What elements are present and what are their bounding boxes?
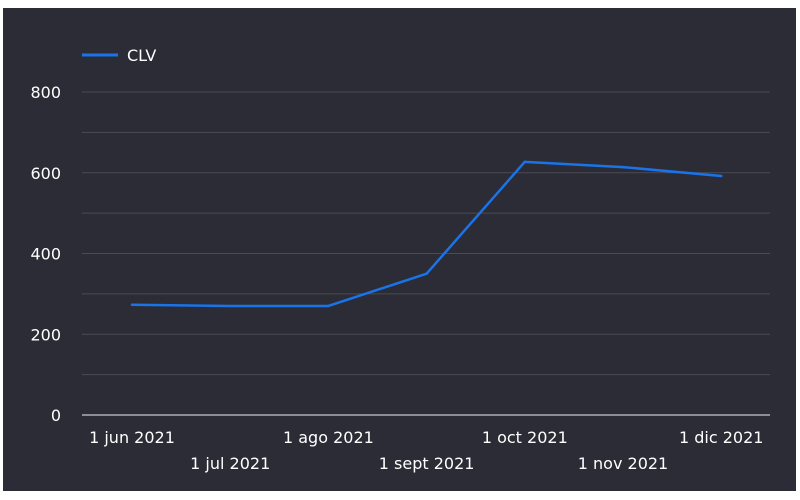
y-tick-label-400: 400 [30,245,61,264]
series [130,160,723,308]
x-tick-label-5: 1 nov 2021 [578,454,668,473]
data-point-3[interactable] [425,272,428,275]
x-tick-label-2: 1 ago 2021 [283,428,374,447]
legend-label-clv: CLV [127,46,156,65]
data-point-0[interactable] [130,303,134,306]
x-tick-label-0: 1 jun 2021 [89,428,175,447]
y-tick-label-200: 200 [30,325,61,344]
data-point-2[interactable] [327,304,330,308]
y-tick-labels: 0 200 400 600 800 [30,83,61,425]
y-tick-label-600: 600 [30,164,61,183]
chart-panel [3,8,796,491]
x-tick-label-6: 1 dic 2021 [679,428,763,447]
legend[interactable]: CLV [82,46,156,65]
y-tick-label-0: 0 [51,406,61,425]
x-tick-label-1: 1 jul 2021 [190,454,270,473]
data-point-5[interactable] [621,165,625,169]
series-line-0 [130,160,723,308]
data-point-1[interactable] [229,304,232,308]
gridlines [82,91,770,376]
x-tick-label-4: 1 oct 2021 [482,428,568,447]
x-tick-label-3: 1 sept 2021 [379,454,475,473]
x-tick-labels: 1 jun 2021 1 jul 2021 1 ago 2021 1 sept 202… [89,428,763,473]
data-point-4[interactable] [523,160,526,164]
y-tick-label-800: 800 [30,83,61,102]
data-point-6[interactable] [720,174,723,178]
